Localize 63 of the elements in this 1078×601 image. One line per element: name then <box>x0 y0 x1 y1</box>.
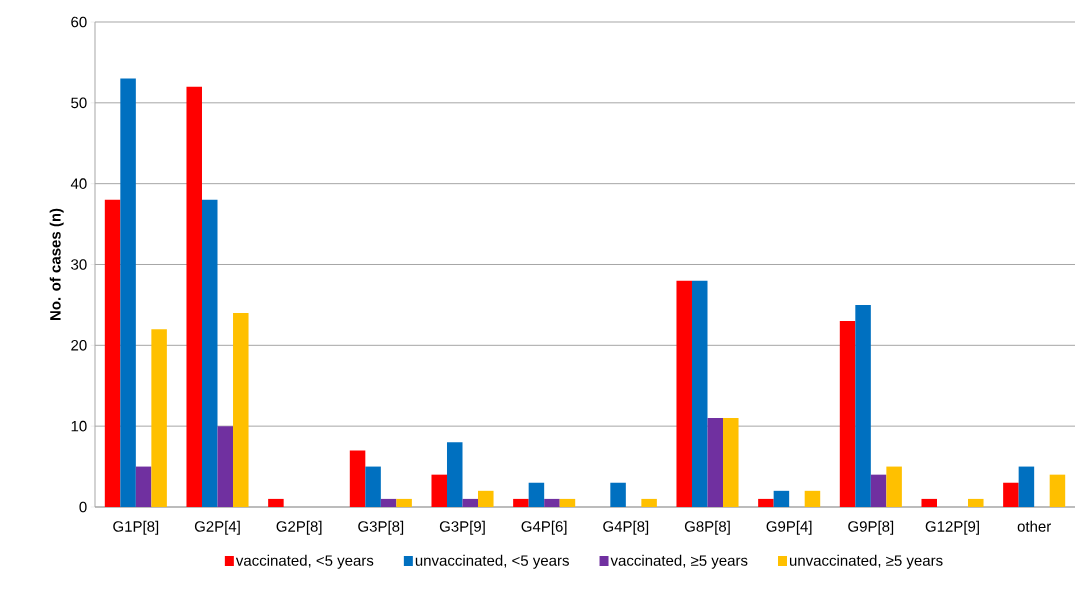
bar <box>968 498 984 507</box>
bar <box>462 498 479 507</box>
bar <box>559 498 576 507</box>
bar <box>217 426 234 507</box>
bar <box>886 466 902 507</box>
legend-label: unvaccinated, <5 years <box>415 554 569 569</box>
legend-label: vaccinated, ≥5 years <box>610 554 748 569</box>
x-tick-label: G3P[8] <box>358 520 404 535</box>
bar <box>758 498 774 507</box>
y-axis-title: No. of cases (n) <box>49 208 64 321</box>
bar <box>1018 466 1035 507</box>
y-tick-label: 40 <box>70 178 87 189</box>
bar <box>855 304 871 507</box>
bar <box>186 86 202 507</box>
bar <box>135 466 152 507</box>
bar <box>1049 474 1066 507</box>
bar <box>773 490 790 507</box>
y-tick-label: 50 <box>71 97 87 109</box>
bar <box>528 482 545 507</box>
legend-label: vaccinated, <5 years <box>235 554 374 569</box>
x-tick-label: G4P[8] <box>603 520 649 535</box>
bar <box>201 199 218 507</box>
bar <box>104 199 121 507</box>
bar <box>839 321 856 507</box>
y-tick-label: 20 <box>71 340 87 351</box>
bar <box>396 498 412 507</box>
x-tick-label: G9P[8] <box>848 520 894 535</box>
x-tick-label: other <box>1017 520 1051 532</box>
x-tick-label: G9P[4] <box>766 520 812 535</box>
bar <box>691 280 708 507</box>
x-tick-label: G1P[8] <box>113 520 159 535</box>
bar <box>478 490 494 507</box>
x-tick-label: G12P[9] <box>925 520 979 535</box>
bar <box>610 482 626 507</box>
bar <box>723 418 739 507</box>
bar <box>365 466 381 507</box>
bar <box>431 474 447 507</box>
bar <box>870 474 887 507</box>
y-tick-label: 30 <box>71 259 87 270</box>
bar <box>233 312 249 507</box>
bar <box>268 498 284 507</box>
x-tick-label: G8P[8] <box>684 520 730 535</box>
bar <box>151 329 167 507</box>
legend-label: unvaccinated, ≥5 years <box>789 554 943 569</box>
x-tick-label: G3P[9] <box>439 520 485 535</box>
y-tick-label: 60 <box>71 16 87 28</box>
x-tick-label: G4P[6] <box>521 520 567 535</box>
bar <box>380 498 397 507</box>
y-tick-label: 0 <box>79 501 87 513</box>
bar <box>120 78 136 507</box>
bar <box>446 442 463 507</box>
bar <box>1003 482 1019 507</box>
bar <box>544 498 560 507</box>
bar <box>349 450 366 507</box>
x-tick-label: G2P[8] <box>276 520 322 535</box>
bar <box>921 498 937 507</box>
bar <box>707 418 724 507</box>
bar <box>804 490 821 507</box>
x-tick-label: G2P[4] <box>194 520 240 535</box>
bar <box>676 280 692 507</box>
bar <box>513 498 529 507</box>
bar <box>641 498 657 507</box>
y-tick-label: 10 <box>71 420 87 432</box>
